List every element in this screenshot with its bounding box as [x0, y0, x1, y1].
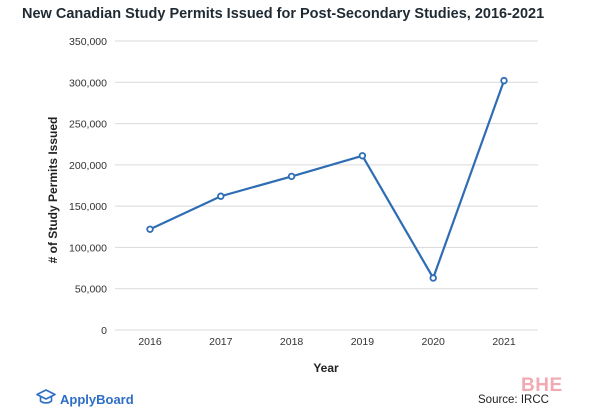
data-point [429, 274, 437, 282]
source-note: Source: IRCC [478, 394, 549, 406]
x-axis-label: Year [313, 361, 339, 375]
data-point [500, 76, 508, 85]
x-tick-label: 2017 [209, 336, 233, 348]
y-axis-label: # of Study Permits Issued [46, 117, 60, 264]
data-point [146, 225, 154, 233]
y-tick-label: 350,000 [69, 36, 107, 48]
x-tick-label: 2020 [422, 336, 446, 348]
chart-title: New Canadian Study Permits Issued for Po… [22, 6, 545, 22]
y-tick-label: 250,000 [69, 119, 107, 131]
gridlines [115, 40, 538, 331]
graduation-cap-icon [36, 389, 56, 410]
x-axis-ticks: 2016 2017 2018 2019 2020 2021 [138, 336, 516, 348]
x-tick-label: 2021 [492, 336, 516, 348]
data-point [358, 152, 367, 160]
y-tick-label: 200,000 [69, 160, 107, 172]
y-tick-label: 100,000 [69, 242, 107, 254]
x-tick-label: 2016 [138, 336, 162, 348]
brand-name: ApplyBoard [60, 392, 134, 407]
watermark: BHE [521, 375, 563, 396]
data-points [146, 76, 508, 282]
data-point [217, 192, 225, 200]
x-tick-label: 2019 [351, 336, 375, 348]
data-point [287, 172, 296, 181]
x-tick-label: 2018 [280, 336, 304, 348]
y-tick-label: 150,000 [69, 201, 107, 213]
series-line [149, 80, 506, 281]
y-tick-label: 0 [101, 325, 107, 337]
y-axis-ticks: 0 50,000 100,000 150,000 200,000 250,000 300,0… [69, 36, 107, 337]
y-tick-label: 50,000 [75, 284, 107, 296]
applyboard-logo: ApplyBoard [36, 389, 134, 410]
y-tick-label: 300,000 [69, 77, 107, 89]
